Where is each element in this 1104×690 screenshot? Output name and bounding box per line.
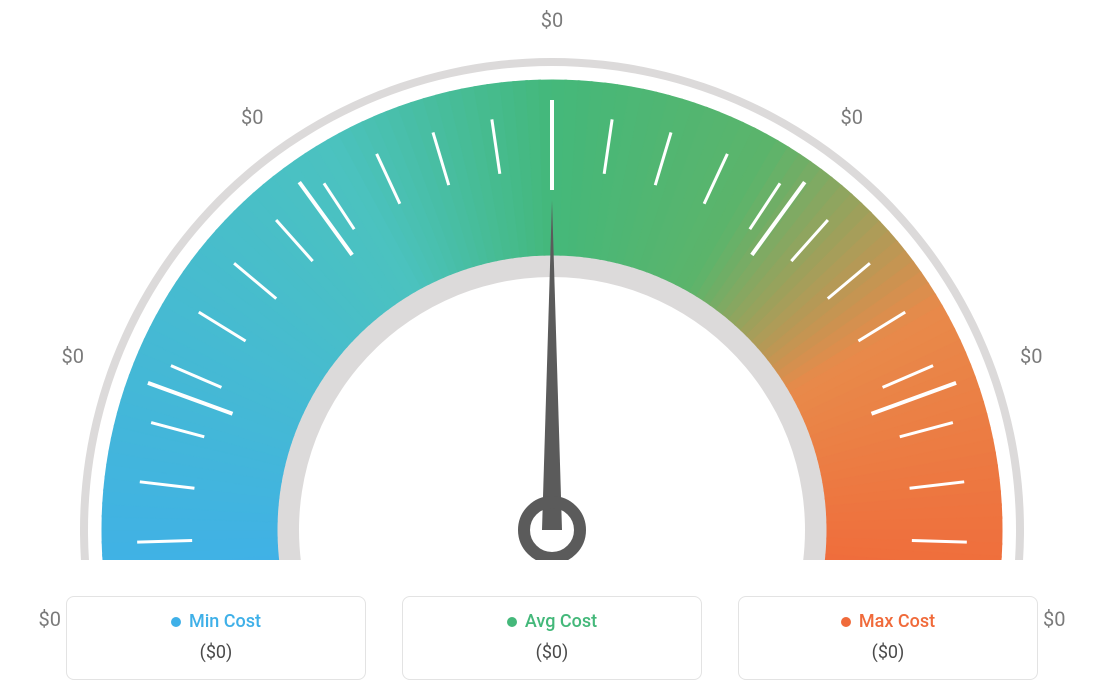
legend-label-min: Min Cost (189, 611, 261, 632)
legend-value-max: ($0) (739, 642, 1037, 663)
legend-card-avg: Avg Cost ($0) (402, 596, 702, 680)
gauge-tick-label: $0 (62, 344, 84, 368)
legend-card-min: Min Cost ($0) (66, 596, 366, 680)
gauge-tick-label: $0 (841, 105, 863, 129)
gauge-tick-label: $0 (1020, 344, 1042, 368)
legend-value-avg: ($0) (403, 642, 701, 663)
gauge-tick-label: $0 (541, 8, 563, 32)
legend-dot-min (171, 617, 181, 627)
gauge-chart: $0$0$0$0$0$0$0 (0, 0, 1104, 560)
legend-value-min: ($0) (67, 642, 365, 663)
legend-title-avg: Avg Cost (507, 611, 597, 632)
gauge-svg (0, 0, 1104, 560)
legend-label-avg: Avg Cost (525, 611, 597, 632)
gauge-tick-label: $0 (241, 105, 263, 129)
legend-title-max: Max Cost (841, 611, 935, 632)
legend-card-max: Max Cost ($0) (738, 596, 1038, 680)
legend-row: Min Cost ($0) Avg Cost ($0) Max Cost ($0… (0, 596, 1104, 680)
legend-dot-max (841, 617, 851, 627)
legend-dot-avg (507, 617, 517, 627)
legend-label-max: Max Cost (859, 611, 935, 632)
legend-title-min: Min Cost (171, 611, 261, 632)
